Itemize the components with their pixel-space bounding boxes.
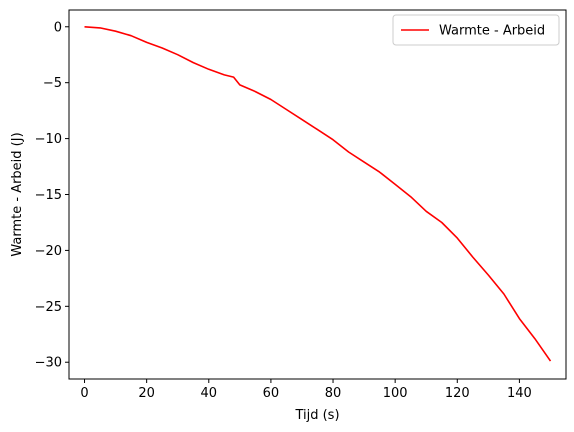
x-tick-label: 140 — [507, 386, 532, 401]
x-tick-label: 120 — [445, 386, 470, 401]
x-tick-label: 20 — [138, 386, 155, 401]
x-tick-label: 60 — [263, 386, 280, 401]
y-tick-label: −30 — [35, 356, 62, 371]
y-tick-label: −10 — [35, 132, 62, 147]
y-tick-label: −20 — [35, 244, 62, 259]
x-axis-ticks: 0 20 40 60 80 100 120 140 — [80, 379, 532, 401]
x-tick-label: 80 — [325, 386, 342, 401]
legend: Warmte - Arbeid — [392, 14, 560, 46]
y-tick-label: −5 — [43, 76, 62, 91]
y-axis-ticks: 0 −5 −10 −15 −20 −25 −30 — [35, 20, 69, 371]
x-tick-label: 40 — [201, 386, 218, 401]
plot-area — [68, 9, 567, 380]
y-tick-label: −25 — [35, 300, 62, 315]
x-tick-label: 100 — [383, 386, 408, 401]
y-tick-label: −15 — [35, 188, 62, 203]
y-axis-label: Warmte - Arbeid (J) — [10, 132, 25, 256]
x-axis-label: Tijd (s) — [294, 408, 339, 423]
x-tick-label: 0 — [80, 386, 88, 401]
legend-box — [392, 14, 560, 46]
y-tick-label: 0 — [54, 20, 62, 35]
series-line-warmte-arbeid — [84, 26, 552, 362]
legend-label: Warmte - Arbeid — [439, 24, 545, 39]
